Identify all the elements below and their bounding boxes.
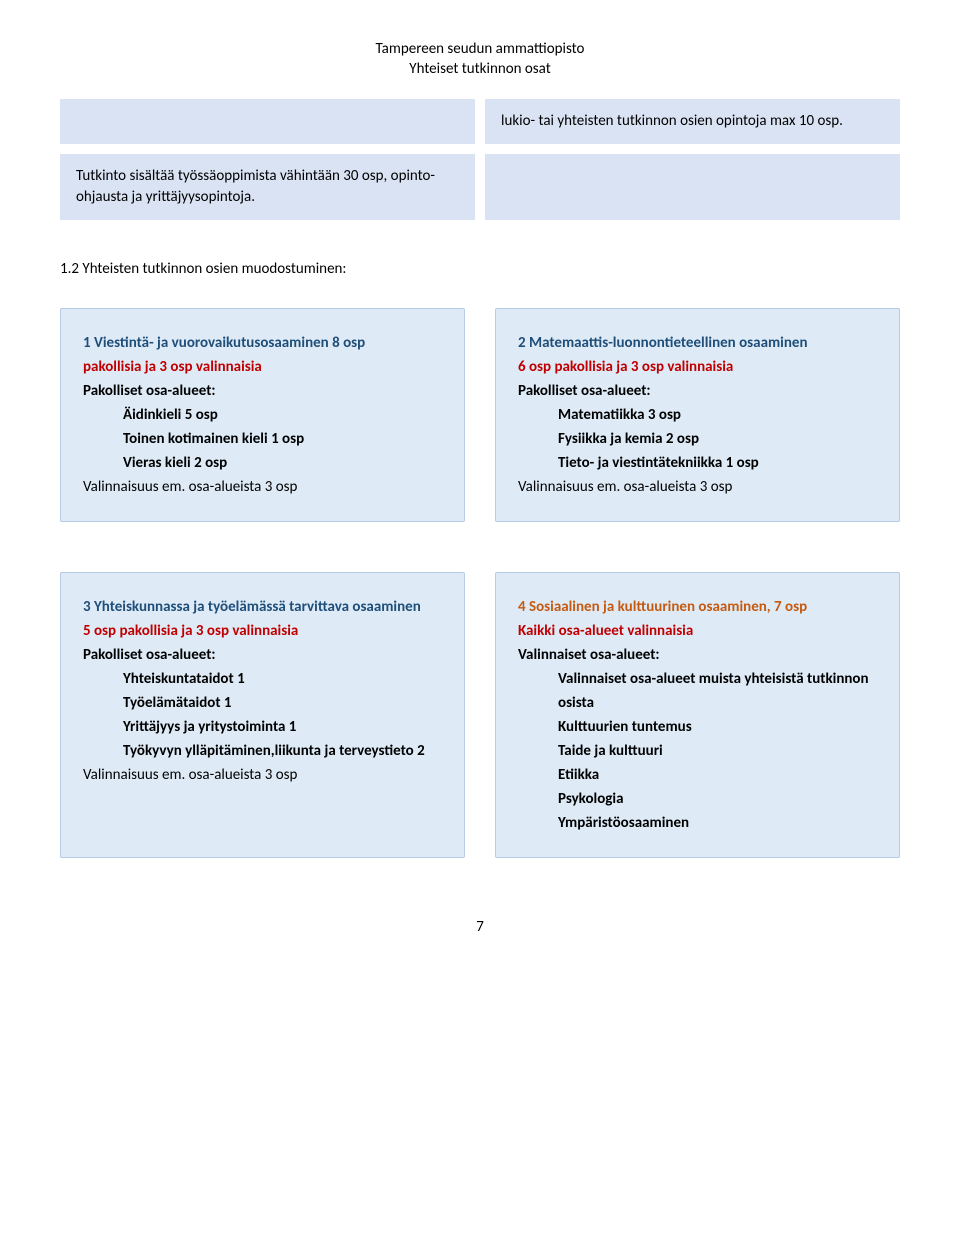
card-2-item-2: Tieto- ja viestintätekniikka 1 osp <box>558 451 877 475</box>
card-4-item-1: Kulttuurien tuntemus <box>558 715 877 739</box>
card-4-title: 4 Sosiaalinen ja kulttuurinen osaaminen,… <box>518 595 877 619</box>
intro-note-card: lukio- tai yhteisten tutkinnon osien opi… <box>485 99 900 144</box>
card-4-item-3: Etiikka <box>558 763 877 787</box>
intro-empty-left <box>60 99 475 144</box>
card-1-item-2: Vieras kieli 2 osp <box>123 451 442 475</box>
card-4-item-2: Taide ja kulttuuri <box>558 739 877 763</box>
degree-note-text: Tutkinto sisältää työssäoppimista vähint… <box>76 167 435 206</box>
card-social-cultural: 4 Sosiaalinen ja kulttuurinen osaaminen,… <box>495 572 900 858</box>
header-line-1: Tampereen seudun ammattiopisto <box>60 40 900 60</box>
card-4-subtitle: Kaikki osa-alueet valinnaisia <box>518 619 877 643</box>
card-2-footnote: Valinnaisuus em. osa-alueista 3 osp <box>518 475 877 499</box>
intro-note-text: lukio- tai yhteisten tutkinnon osien opi… <box>501 112 843 130</box>
header-line-2: Yhteiset tutkinnon osat <box>60 60 900 80</box>
card-2-item-1: Fysiikka ja kemia 2 osp <box>558 427 877 451</box>
card-2-group-label: Pakolliset osa-alueet: <box>518 379 877 403</box>
card-math-science: 2 Matemaattis-luonnontieteellinen osaami… <box>495 308 900 522</box>
card-1-footnote: Valinnaisuus em. osa-alueista 3 osp <box>83 475 442 499</box>
card-3-title: 3 Yhteiskunnassa ja työelämässä tarvitta… <box>83 595 442 619</box>
page-number: 7 <box>60 918 900 936</box>
card-society-work: 3 Yhteiskunnassa ja työelämässä tarvitta… <box>60 572 465 858</box>
intro-empty-right <box>485 154 900 220</box>
document-header: Tampereen seudun ammattiopisto Yhteiset … <box>60 40 900 79</box>
card-4-item-4: Psykologia <box>558 787 877 811</box>
card-3-footnote: Valinnaisuus em. osa-alueista 3 osp <box>83 763 442 787</box>
card-1-item-0: Äidinkieli 5 osp <box>123 403 442 427</box>
card-4-item-0: Valinnaiset osa-alueet muista yhteisistä… <box>558 667 877 715</box>
cards-row-2: 3 Yhteiskunnassa ja työelämässä tarvitta… <box>60 572 900 858</box>
degree-note-card: Tutkinto sisältää työssäoppimista vähint… <box>60 154 475 220</box>
card-3-subtitle: 5 osp pakollisia ja 3 osp valinnaisia <box>83 619 442 643</box>
card-2-title: 2 Matemaattis-luonnontieteellinen osaami… <box>518 331 877 355</box>
card-1-item-1: Toinen kotimainen kieli 1 osp <box>123 427 442 451</box>
card-3-item-0: Yhteiskuntataidot 1 <box>123 667 442 691</box>
card-communication: 1 Viestintä- ja vuorovaikutusosaaminen 8… <box>60 308 465 522</box>
card-3-item-2: Yrittäjyys ja yritystoiminta 1 <box>123 715 442 739</box>
card-1-subtitle: pakollisia ja 3 osp valinnaisia <box>83 355 442 379</box>
card-3-group-label: Pakolliset osa-alueet: <box>83 643 442 667</box>
card-4-item-5: Ympäristöosaaminen <box>558 811 877 835</box>
section-heading: 1.2 Yhteisten tutkinnon osien muodostumi… <box>60 260 900 278</box>
card-2-item-0: Matematiikka 3 osp <box>558 403 877 427</box>
card-3-item-1: Työelämätaidot 1 <box>123 691 442 715</box>
card-2-subtitle: 6 osp pakollisia ja 3 osp valinnaisia <box>518 355 877 379</box>
card-3-item-3: Työkyvyn ylläpitäminen,liikunta ja terve… <box>123 739 442 763</box>
intro-grid: lukio- tai yhteisten tutkinnon osien opi… <box>60 99 900 220</box>
card-1-group-label: Pakolliset osa-alueet: <box>83 379 442 403</box>
card-4-group-label: Valinnaiset osa-alueet: <box>518 643 877 667</box>
card-1-title: 1 Viestintä- ja vuorovaikutusosaaminen 8… <box>83 331 442 355</box>
cards-row-1: 1 Viestintä- ja vuorovaikutusosaaminen 8… <box>60 308 900 522</box>
